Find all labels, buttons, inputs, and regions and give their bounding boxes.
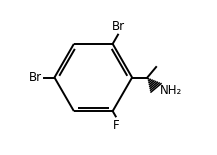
Text: F: F [112, 120, 119, 132]
Text: Br: Br [112, 20, 125, 33]
Text: NH₂: NH₂ [160, 84, 182, 97]
Text: Br: Br [29, 71, 42, 84]
